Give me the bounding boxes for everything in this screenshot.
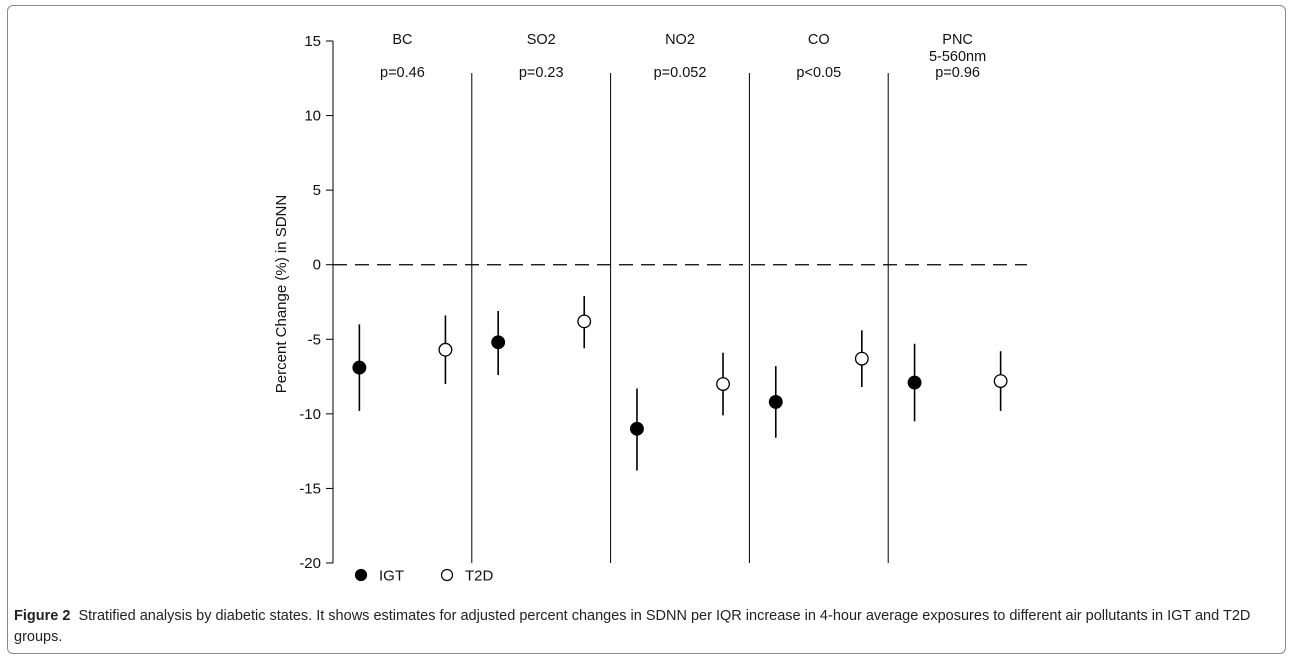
legend: IGT T2D — [354, 568, 494, 585]
t2d-point — [438, 342, 453, 357]
y-tick-label: 10 — [304, 108, 321, 125]
legend-marker-igt — [354, 568, 368, 582]
y-tick-label: -10 — [299, 406, 321, 423]
chart: 15 10 5 0 -5 -10 -15 -20 Percent Change (%) in S… — [273, 32, 1027, 585]
igt-point — [907, 375, 922, 390]
panel-pvalue: p=0.052 — [654, 65, 707, 81]
igt-point — [768, 394, 783, 409]
y-tick-label: 0 — [313, 257, 321, 274]
y-axis: 15 10 5 0 -5 -10 -15 -20 Percent Change (%) in S… — [273, 33, 334, 572]
figure-frame — [7, 5, 1286, 654]
y-tick-label: -5 — [308, 331, 321, 348]
panel-pvalue: p=0.23 — [519, 65, 564, 81]
figure-caption: Figure 2 Stratified analysis by diabetic… — [14, 606, 1274, 648]
panel-subname: 5-560nm — [929, 49, 986, 65]
panel-pvalue: p=0.46 — [380, 65, 425, 81]
t2d-point — [993, 374, 1008, 388]
panel-name: CO — [808, 32, 830, 48]
panel-pvalue: p<0.05 — [796, 65, 841, 81]
igt-point — [491, 335, 506, 350]
panel-name: NO2 — [665, 32, 695, 48]
legend-marker-t2d — [440, 568, 454, 582]
t2d-point — [577, 314, 592, 329]
y-tick-label: 15 — [304, 33, 321, 50]
panel-name: PNC — [942, 32, 973, 48]
y-axis-label: Percent Change (%) in SDNN — [273, 195, 290, 393]
data-marks — [352, 296, 1008, 471]
panels: BC p=0.46 SO2 p=0.23 NO2 p=0.052 CO p<0.05 PNC5-… — [380, 32, 986, 563]
y-tick-label: -15 — [299, 480, 321, 497]
igt-point — [630, 421, 644, 436]
y-tick-label: 5 — [313, 182, 321, 199]
panel-name: BC — [392, 32, 412, 48]
t2d-point — [716, 377, 730, 391]
y-tick-label: -20 — [299, 555, 321, 572]
panel-pvalue: p=0.96 — [935, 65, 980, 81]
igt-point — [352, 360, 367, 375]
panel-name: SO2 — [527, 32, 556, 48]
t2d-point — [854, 351, 869, 366]
legend-label-igt: IGT — [379, 568, 404, 585]
figure-label: Figure 2 — [14, 608, 71, 624]
legend-label-t2d: T2D — [465, 568, 494, 585]
figure-caption-text: Stratified analysis by diabetic states. … — [14, 608, 1251, 645]
